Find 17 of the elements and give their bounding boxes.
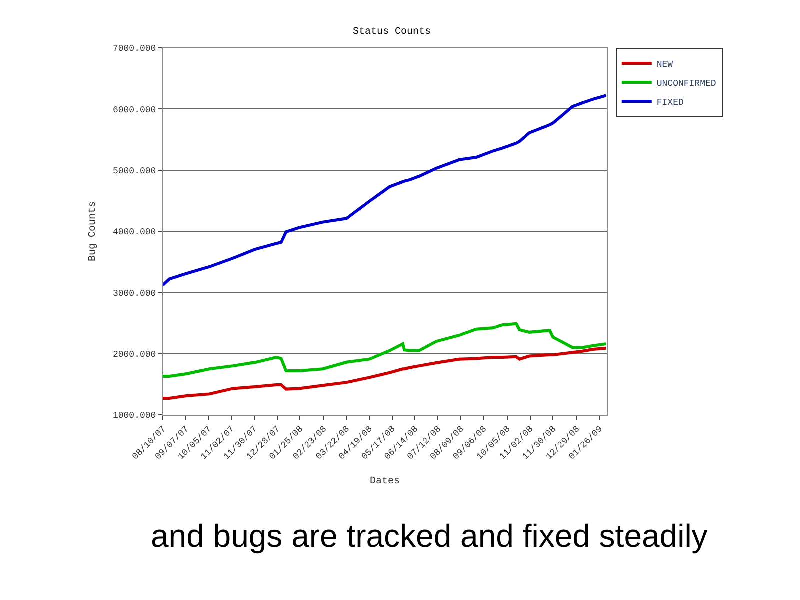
text: and bugs are tracked and fixed steadily (151, 518, 708, 554)
legend-label: NEW (656, 60, 674, 70)
y-axis-title: Bug Counts (88, 201, 99, 262)
y-tick-label: 2000.000 (112, 350, 156, 360)
line-series (163, 322, 607, 378)
legend-label: UNCONFIRMED (656, 79, 716, 90)
legend-label: FIXED (656, 98, 684, 108)
y-tick-label: 7000.000 (112, 44, 156, 54)
y-tick-label: 3000.000 (112, 288, 156, 299)
chart-title: Status Counts (352, 27, 432, 38)
line-series (163, 94, 607, 287)
y-tick-label: 4000.000 (112, 228, 156, 238)
x-axis-title: Dates (370, 476, 400, 488)
y-tick-label: 5000.000 (112, 166, 156, 176)
y-tick-label: 1000.000 (112, 411, 156, 422)
y-tick-label: 6000.000 (112, 105, 156, 116)
line-series (163, 346, 607, 400)
